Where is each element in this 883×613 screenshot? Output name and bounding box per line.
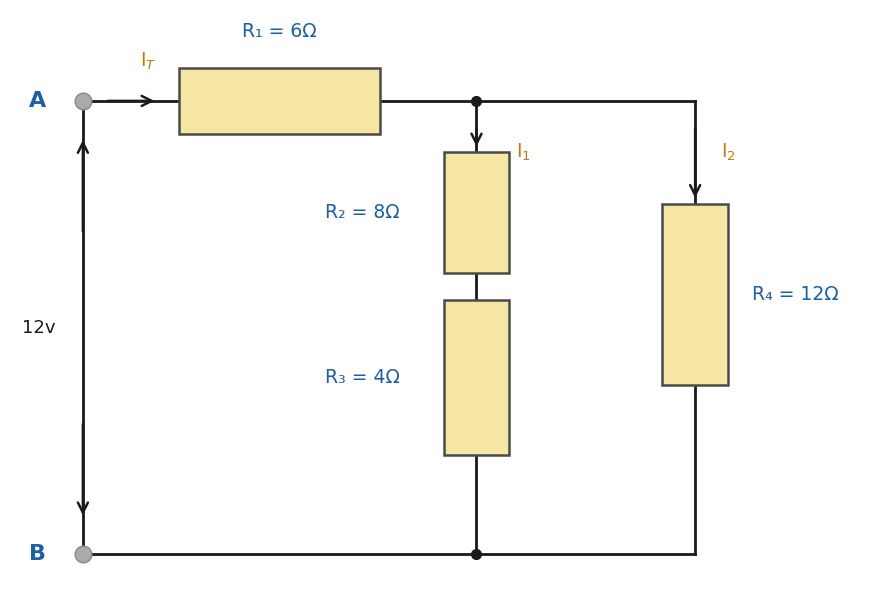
Text: R₂ = 8Ω: R₂ = 8Ω [326, 204, 400, 223]
Text: I$_2$: I$_2$ [721, 142, 736, 163]
Text: I$_T$: I$_T$ [140, 51, 157, 72]
Text: A: A [29, 91, 46, 111]
Text: R₄ = 12Ω: R₄ = 12Ω [752, 285, 839, 304]
Bar [662, 204, 728, 385]
Text: R₃ = 4Ω: R₃ = 4Ω [325, 368, 400, 387]
Bar [179, 67, 381, 134]
Text: 12v: 12v [22, 319, 56, 337]
Bar [443, 300, 509, 455]
Text: R₁ = 6Ω: R₁ = 6Ω [242, 22, 317, 41]
Text: B: B [29, 544, 46, 565]
Text: I$_1$: I$_1$ [516, 142, 531, 163]
Bar [443, 152, 509, 273]
